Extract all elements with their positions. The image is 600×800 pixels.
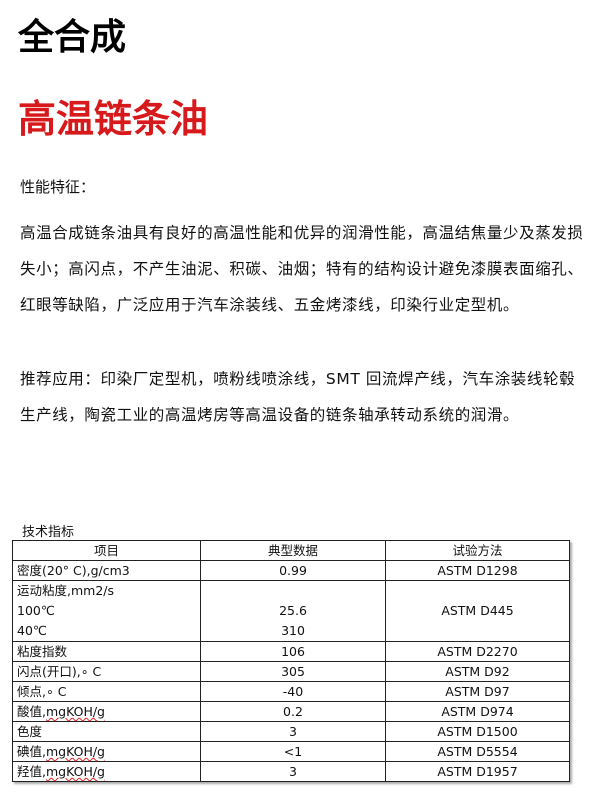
- row-method: ASTM D1298: [385, 560, 570, 581]
- row-value: <1: [200, 741, 386, 762]
- row-method: ASTM D445: [385, 580, 570, 642]
- table-row: 碘值,mgKOH/g <1 ASTM D5554: [12, 741, 570, 762]
- row-item-main: 运动粘度,mm2/s: [17, 583, 115, 598]
- row-value-40c: 310: [281, 623, 305, 638]
- row-value: 305: [200, 661, 386, 682]
- row-value: -40: [200, 681, 386, 702]
- table-row: 酸值,mgKOH/g 0.2 ASTM D974: [12, 701, 570, 722]
- row-value: 3: [200, 761, 386, 782]
- row-value: 0.99: [200, 560, 386, 581]
- header-item: 项目: [12, 540, 201, 561]
- row-item: 碘值,mgKOH/g: [12, 741, 201, 762]
- applications-text: 推荐应用：印染厂定型机，喷粉线喷涂线，SMT 回流焊产线，汽车涂装线轮毂生产线，…: [20, 370, 576, 424]
- row-value: 106: [200, 641, 386, 662]
- table-title: 技术指标: [22, 525, 75, 540]
- table-row: 色度 3 ASTM D1500: [12, 721, 570, 742]
- table-row: 羟值,mgKOH/g 3 ASTM D1957: [12, 761, 570, 782]
- title-line1: 全合成: [18, 17, 127, 58]
- row-item: 色度: [12, 721, 201, 742]
- row-method: ASTM D2270: [385, 641, 570, 662]
- row-item: 粘度指数: [12, 641, 201, 662]
- table-row: 密度(20° C),g/cm3 0.99 ASTM D1298: [12, 560, 570, 581]
- header-value: 典型数据: [200, 540, 386, 561]
- row-value: 3: [200, 721, 386, 742]
- product-title: 高温链条油: [18, 97, 209, 141]
- row-item-cn: 酸值,: [17, 704, 46, 719]
- table-row: 粘度指数 106 ASTM D2270: [12, 641, 570, 662]
- row-item-unit: mgKOH/g: [45, 744, 105, 759]
- row-item-cn: 羟值,: [17, 764, 46, 779]
- features-text: 高温合成链条油具有良好的高温性能和优异的润滑性能，高温结焦量少及蒸发损失小；高闪…: [20, 224, 584, 314]
- spec-table: 项目 典型数据 试验方法 密度(20° C),g/cm3 0.99 ASTM D…: [12, 540, 570, 782]
- row-item: 运动粘度,mm2/s 100℃ 40℃: [12, 580, 201, 642]
- row-method: ASTM D97: [385, 681, 570, 702]
- row-item-cn: 碘值,: [17, 744, 46, 759]
- row-method: ASTM D92: [385, 661, 570, 682]
- row-item-unit: mgKOH/g: [45, 764, 105, 779]
- row-value-100c: 25.6: [279, 603, 307, 618]
- row-method: ASTM D1957: [385, 761, 570, 782]
- row-item-sub: 40℃: [17, 623, 47, 638]
- row-item: 倾点,∘ C: [12, 681, 201, 702]
- row-item: 羟值,mgKOH/g: [12, 761, 201, 782]
- row-method: ASTM D5554: [385, 741, 570, 762]
- features-heading: 性能特征：: [20, 178, 96, 196]
- table-row: 闪点(开口),∘ C 305 ASTM D92: [12, 661, 570, 682]
- row-item-unit: mgKOH/g: [45, 704, 105, 719]
- header-method: 试验方法: [385, 540, 570, 561]
- row-method: ASTM D1500: [385, 721, 570, 742]
- table-header-row: 项目 典型数据 试验方法: [12, 540, 570, 561]
- row-item: 闪点(开口),∘ C: [12, 661, 201, 682]
- row-method: ASTM D974: [385, 701, 570, 722]
- row-item: 密度(20° C),g/cm3: [12, 560, 201, 581]
- row-item-sub: 100℃: [17, 603, 55, 618]
- row-item: 酸值,mgKOH/g: [12, 701, 201, 722]
- table-row: 倾点,∘ C -40 ASTM D97: [12, 681, 570, 702]
- row-value: 0.2: [200, 701, 386, 722]
- table-row: 运动粘度,mm2/s 100℃ 40℃ 25.6 310 ASTM D445: [12, 580, 570, 642]
- row-value: 25.6 310: [200, 580, 386, 642]
